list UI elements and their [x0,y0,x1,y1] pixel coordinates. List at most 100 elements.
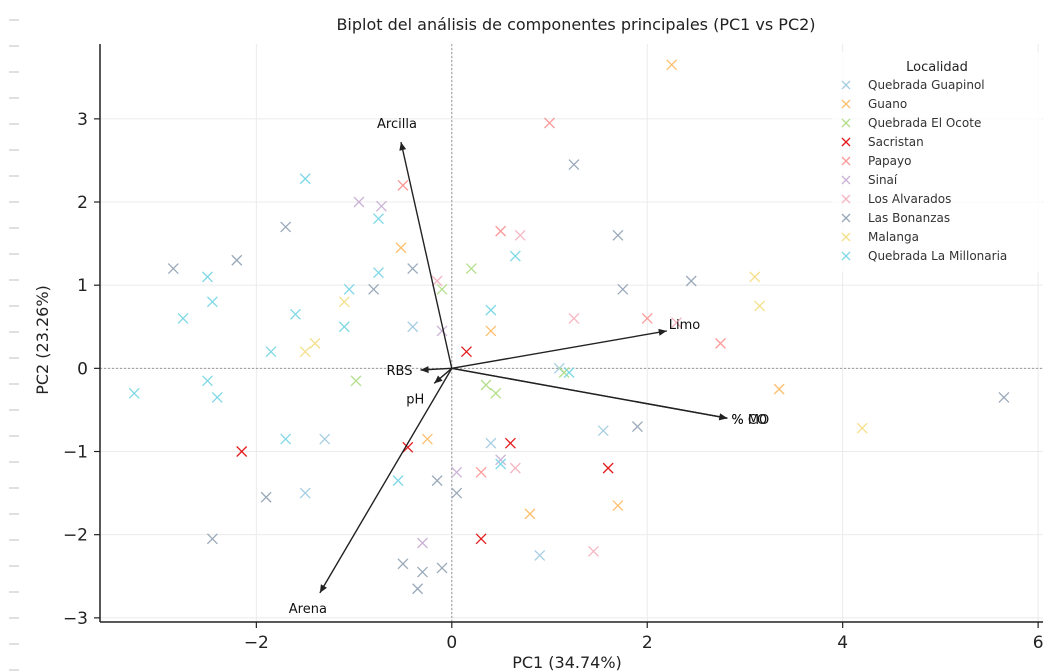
point-stroke [417,566,428,578]
point-stroke [231,254,243,266]
point-stroke [436,283,448,295]
data-point [436,283,448,295]
point-stroke [856,422,868,434]
point-stroke [612,229,624,241]
vector-arrowhead [420,366,429,374]
data-point [417,537,428,549]
point-stroke [475,466,487,478]
y-tick-label: −2 [63,526,88,546]
loading-vector: % CO [451,367,767,428]
vector-label: RBS [387,364,413,379]
point-stroke [465,263,477,275]
x-tick-label: −2 [244,633,269,653]
axes [99,44,1043,623]
point-stroke [177,312,189,324]
data-point [236,446,248,457]
y-axis-label: PC2 (23.26%) [33,285,52,395]
vector-label: Arena [289,602,327,617]
data-point [597,425,609,437]
point-stroke [373,213,384,225]
point-stroke [544,117,555,129]
legend-label: Quebrada El Ocote [868,116,981,130]
point-stroke [236,446,248,457]
point-stroke [431,475,443,487]
vector-line [451,367,728,419]
data-point [475,466,487,478]
data-point [309,337,321,349]
point-stroke [612,500,624,512]
data-point [485,304,497,316]
zero-reference-lines [100,44,1043,622]
data-point [202,375,213,387]
vector-arrowhead [399,142,407,151]
point-stroke [211,391,223,403]
data-point [490,387,502,399]
x-tick-label: 6 [1033,633,1044,653]
data-point [641,312,653,324]
point-stroke [671,317,683,329]
point-stroke [397,558,409,570]
data-point [436,562,448,574]
point-stroke [480,379,492,391]
legend-item: Guano [841,97,907,111]
point-stroke [397,179,409,191]
point-stroke [436,562,448,574]
vector-arrowhead [319,584,327,593]
point-stroke [206,296,218,308]
data-point [280,221,292,233]
data-point [495,225,507,237]
data-point [167,263,179,275]
data-point [568,159,580,171]
point-stroke [309,337,321,349]
legend-item: Quebrada Guapinol [841,78,985,92]
x-tick-label: 2 [642,633,653,653]
data-point [495,454,507,466]
data-point [495,458,507,470]
point-stroke [563,367,575,378]
x-tick-label: 4 [837,633,848,653]
legend-label: Las Bonanzas [868,211,950,225]
data-point [392,475,404,487]
point-stroke [431,275,443,287]
point-stroke [524,508,536,520]
legend-marker [841,175,851,185]
point-stroke [514,229,526,241]
data-point [421,433,433,445]
data-point [407,321,419,333]
data-point [206,533,218,545]
data-point [206,296,218,308]
point-stroke [299,487,311,499]
point-stroke [402,441,414,453]
data-point [514,229,526,241]
data-point [350,375,362,387]
data-point [451,466,463,478]
data-point [617,283,629,295]
vector-arrowhead [658,328,667,336]
point-stroke [534,550,546,561]
data-point [395,242,407,254]
point-stroke [460,346,472,358]
legend-item: Sinaí [841,173,898,187]
y-tick-label: −1 [63,443,88,463]
chart-title: Biplot del análisis de componentes princ… [336,15,815,34]
point-stroke [588,545,599,557]
legend-label: Quebrada Guapinol [868,78,985,92]
data-point [509,250,521,262]
point-stroke [289,308,301,320]
point-stroke [485,304,497,316]
data-point [475,533,487,545]
point-stroke [451,466,463,478]
point-stroke [475,533,487,545]
point-stroke [490,387,502,399]
data-point [373,267,384,279]
data-point [451,487,463,499]
data-point [544,117,555,129]
point-stroke [715,337,726,349]
point-stroke [417,537,428,549]
data-point [260,491,272,503]
point-stroke [412,583,424,595]
data-point [343,283,355,295]
vector-line [400,141,453,369]
data-point [715,337,726,349]
